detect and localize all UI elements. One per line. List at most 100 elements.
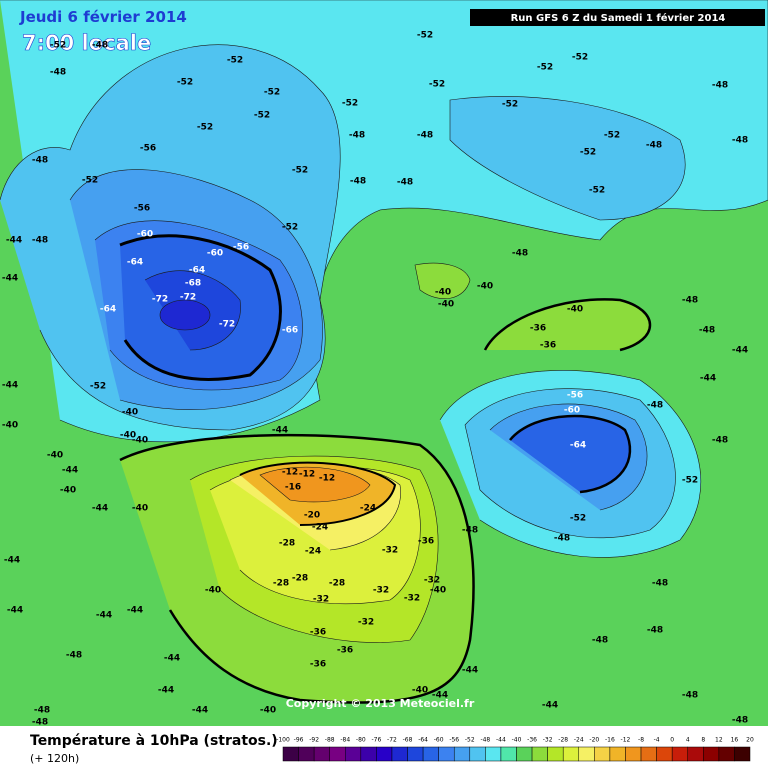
contour-label: -52 bbox=[429, 80, 445, 90]
contour-label: -52 bbox=[264, 88, 280, 98]
colorbar-tick-label: -36 bbox=[527, 737, 537, 744]
contour-label: -36 bbox=[310, 660, 326, 670]
contour-label: -16 bbox=[285, 483, 301, 493]
contour-label: -56 bbox=[140, 144, 156, 154]
colorbar-swatch bbox=[298, 746, 315, 762]
colorbar-swatch bbox=[345, 746, 362, 762]
colorbar-tick-label: -92 bbox=[309, 737, 319, 744]
colorbar-tick-label: -60 bbox=[434, 737, 444, 744]
contour-label: -44 bbox=[6, 236, 22, 246]
colorbar-swatch bbox=[329, 746, 346, 762]
contour-label: -36 bbox=[540, 341, 556, 351]
contour-label: -40 bbox=[435, 288, 451, 298]
contour-label: -28 bbox=[292, 574, 308, 584]
contour-label: -64 bbox=[127, 258, 143, 268]
run-text: Run GFS 6 Z du Samedi 1 février 2014 bbox=[511, 12, 726, 24]
contour-label: -56 bbox=[567, 391, 583, 401]
colorbar-swatch bbox=[562, 746, 580, 762]
contour-label: -72 bbox=[180, 293, 196, 303]
colorbar-swatch bbox=[453, 746, 471, 762]
contour-label: -44 bbox=[92, 504, 108, 514]
contour-label: -32 bbox=[404, 594, 420, 604]
contour-label: -44 bbox=[2, 274, 18, 284]
contour-label: -52 bbox=[682, 476, 698, 486]
colorbar-swatch bbox=[578, 746, 595, 762]
contour-label: -48 bbox=[732, 136, 748, 146]
colorbar: -100 -96 -92 -88 -84 -80 -76 -72 -68 -64 -60 -56 -52… bbox=[276, 737, 754, 762]
colorbar-swatch bbox=[609, 746, 626, 762]
colorbar-tick-label: -32 bbox=[543, 737, 553, 744]
colorbar-swatch bbox=[282, 746, 299, 762]
run-banner bbox=[470, 9, 765, 26]
footer-lead: (+ 120h) bbox=[30, 752, 79, 765]
colorbar-swatch bbox=[547, 746, 564, 762]
colorbar-tick-label: -16 bbox=[605, 737, 615, 744]
contour-label: -60 bbox=[207, 249, 223, 259]
contour-label: -44 bbox=[4, 556, 20, 566]
contour-label: -52 bbox=[177, 78, 193, 88]
contour-label: -44 bbox=[158, 686, 174, 696]
colorbar-tick-label: -64 bbox=[418, 737, 428, 744]
contour-label: -48 bbox=[66, 651, 82, 661]
contour-label: -48 bbox=[32, 718, 48, 728]
colorbar-tick-label: 20 bbox=[746, 737, 754, 744]
contour-label: -48 bbox=[647, 401, 663, 411]
colorbar-tick-label: -84 bbox=[340, 737, 350, 744]
contour-label: -52 bbox=[50, 41, 66, 51]
contour-label: -52 bbox=[570, 514, 586, 524]
contour-label: -40 bbox=[2, 421, 18, 431]
contour-label: -44 bbox=[127, 606, 143, 616]
colorbar-swatch bbox=[718, 746, 735, 762]
colorbar-tick-label: -88 bbox=[325, 737, 335, 744]
contour-label: -40 bbox=[47, 451, 63, 461]
contour-label: -48 bbox=[712, 436, 728, 446]
contour-label: -48 bbox=[646, 141, 662, 151]
contour-label: -20 bbox=[304, 511, 320, 521]
contour-label: -52 bbox=[537, 63, 553, 73]
contour-label: -52 bbox=[502, 100, 518, 110]
contour-label: -40 bbox=[122, 408, 138, 418]
colorbar-tick-label: -52 bbox=[465, 737, 475, 744]
colorbar-tick-label: -80 bbox=[356, 737, 366, 744]
colorbar-tick-label: 4 bbox=[686, 737, 690, 744]
contour-label: -28 bbox=[279, 539, 295, 549]
colorbar-swatch bbox=[640, 746, 657, 762]
colorbar-tick-label: 0 bbox=[670, 737, 674, 744]
contour-label: -44 bbox=[96, 611, 112, 621]
colorbar-swatch bbox=[594, 746, 611, 762]
contour-label: -48 bbox=[32, 156, 48, 166]
colorbar-swatch bbox=[516, 746, 533, 762]
contour-label: -52 bbox=[589, 186, 605, 196]
contour-label: -40 bbox=[477, 282, 493, 292]
contour-label: -40 bbox=[132, 504, 148, 514]
contour-label: -52 bbox=[227, 56, 243, 66]
time-text: 7:00 locale bbox=[22, 31, 151, 55]
contour-label: -24 bbox=[360, 504, 376, 514]
contour-label: -40 bbox=[412, 686, 428, 696]
colorbar-swatch bbox=[376, 746, 393, 762]
contour-label: -48 bbox=[50, 68, 66, 78]
contour-label: -48 bbox=[34, 706, 50, 716]
contour-label: -48 bbox=[699, 326, 715, 336]
contour-label: -64 bbox=[189, 266, 205, 276]
contour-label: -48 bbox=[682, 691, 698, 701]
colorbar-tick-label: -24 bbox=[574, 737, 584, 744]
contour-label: -52 bbox=[254, 111, 270, 121]
contour-label: -48 bbox=[462, 526, 478, 536]
contour-label: -40 bbox=[430, 586, 446, 596]
contour-label: -40 bbox=[260, 706, 276, 716]
contour-label: -12 bbox=[299, 470, 315, 480]
colorbar-swatch bbox=[469, 746, 486, 762]
colorbar-swatch bbox=[671, 746, 688, 762]
colorbar-swatch bbox=[407, 746, 424, 762]
contour-label: -40 bbox=[60, 486, 76, 496]
contour-label: -44 bbox=[432, 691, 448, 701]
contour-label: -56 bbox=[134, 204, 150, 214]
colorbar-tick-label: -56 bbox=[449, 737, 459, 744]
contour-label: -48 bbox=[732, 716, 748, 726]
contour-label: -52 bbox=[282, 223, 298, 233]
contour-label: -66 bbox=[282, 326, 298, 336]
contour-label: -44 bbox=[272, 426, 288, 436]
footer-title: Température à 10hPa (stratos.) bbox=[30, 733, 278, 749]
